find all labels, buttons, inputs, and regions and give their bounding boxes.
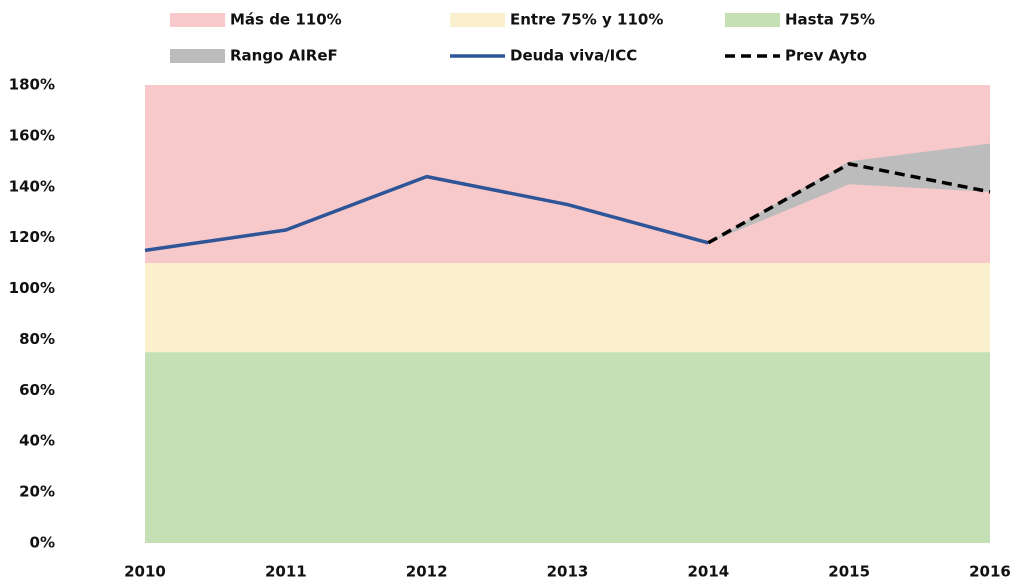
y-tick-label: 160% [9, 126, 55, 144]
x-tick-label: 2013 [547, 563, 589, 581]
range-area [708, 143, 990, 243]
legend-label: Prev Ayto [785, 47, 867, 65]
legend-swatch [170, 49, 225, 63]
y-tick-label: 20% [19, 483, 55, 501]
x-tick-label: 2016 [969, 563, 1011, 581]
band [145, 263, 990, 353]
y-tick-label: 180% [9, 76, 55, 94]
x-tick-label: 2010 [124, 563, 166, 581]
legend-label: Hasta 75% [785, 11, 875, 29]
legend-swatch [170, 13, 225, 27]
legend-label: Más de 110% [230, 11, 342, 29]
y-tick-label: 100% [9, 279, 55, 297]
x-tick-label: 2015 [828, 563, 870, 581]
x-tick-label: 2011 [265, 563, 307, 581]
line-series [144, 174, 709, 253]
legend-swatch [725, 13, 780, 27]
legend-label: Rango AIReF [230, 47, 338, 65]
y-tick-label: 80% [19, 330, 55, 348]
legend-swatch [450, 13, 505, 27]
x-tick-label: 2012 [406, 563, 448, 581]
x-tick-label: 2014 [687, 563, 729, 581]
y-tick-label: 0% [30, 534, 55, 552]
y-tick-label: 60% [19, 381, 55, 399]
y-tick-label: 120% [9, 228, 55, 246]
legend-label: Deuda viva/ICC [510, 47, 637, 65]
legend-label: Entre 75% y 110% [510, 11, 663, 29]
band [145, 352, 990, 543]
y-tick-label: 140% [9, 177, 55, 195]
y-tick-label: 40% [19, 432, 55, 450]
line-series [707, 162, 991, 245]
